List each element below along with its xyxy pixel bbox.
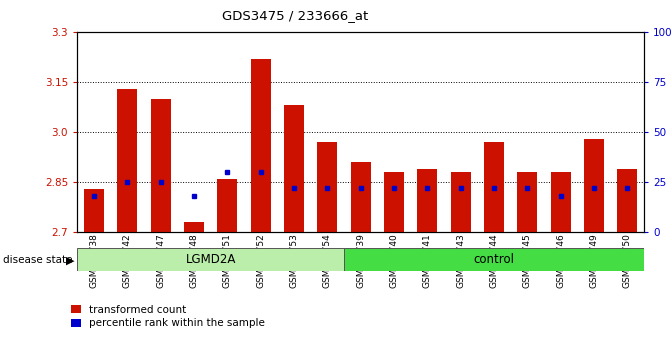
- Bar: [417, 169, 437, 232]
- Legend: transformed count, percentile rank within the sample: transformed count, percentile rank withi…: [67, 301, 269, 332]
- Bar: [584, 138, 604, 232]
- Bar: [351, 162, 370, 232]
- Text: GDS3475 / 233666_at: GDS3475 / 233666_at: [222, 9, 368, 22]
- Bar: [451, 172, 471, 232]
- Text: disease state: disease state: [3, 255, 73, 265]
- Bar: [617, 169, 637, 232]
- Bar: [250, 58, 270, 232]
- Bar: [184, 222, 204, 232]
- Bar: [217, 178, 238, 232]
- Text: control: control: [474, 253, 515, 266]
- Bar: [551, 172, 571, 232]
- Bar: [77, 248, 344, 271]
- Text: LGMD2A: LGMD2A: [185, 253, 236, 266]
- Bar: [484, 142, 504, 232]
- Bar: [317, 142, 338, 232]
- Bar: [384, 172, 404, 232]
- Bar: [284, 105, 304, 232]
- Text: ▶: ▶: [66, 255, 74, 265]
- Bar: [150, 98, 170, 232]
- Bar: [84, 189, 104, 232]
- Bar: [517, 172, 537, 232]
- Bar: [117, 88, 137, 232]
- Bar: [344, 248, 644, 271]
